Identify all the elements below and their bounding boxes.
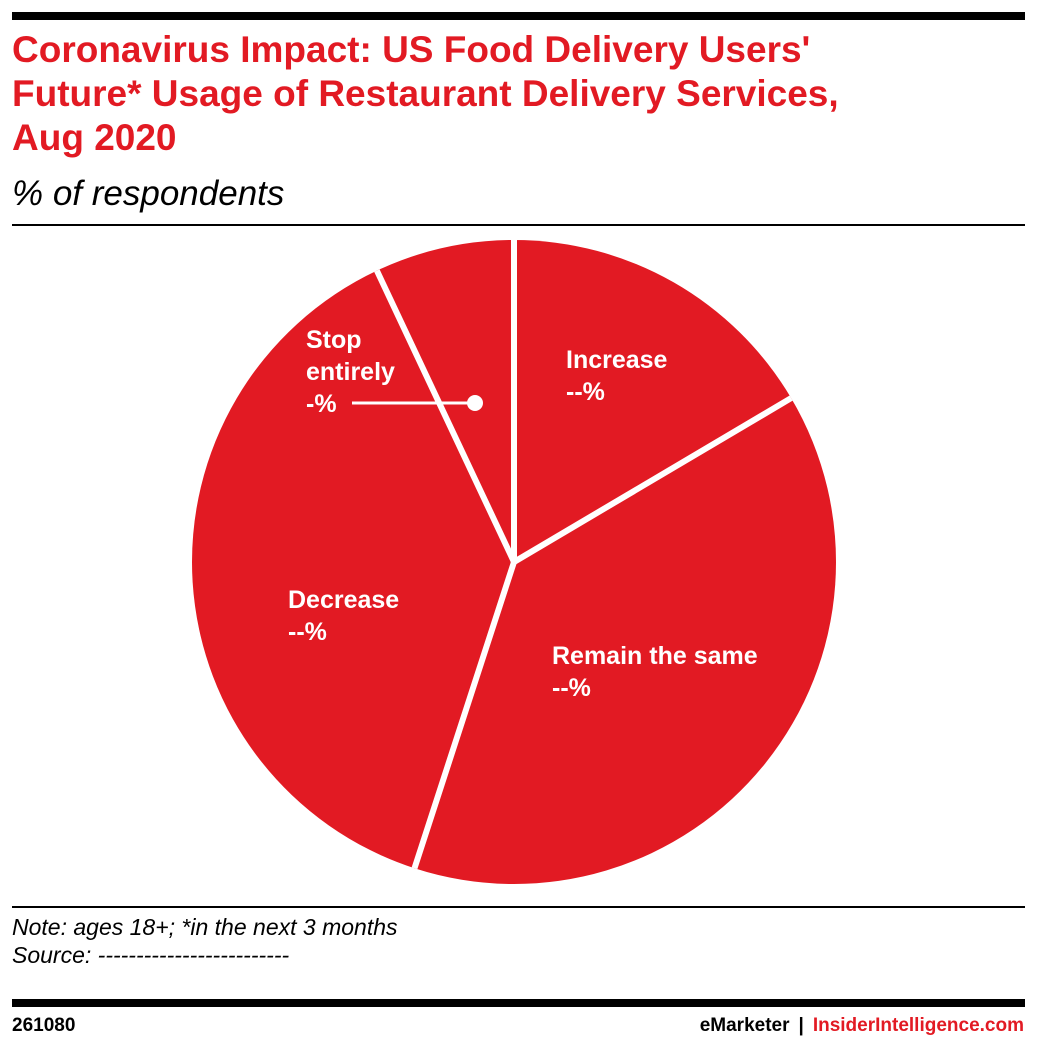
brand-name: eMarketer: [699, 1015, 790, 1036]
notes-divider: [12, 906, 1025, 908]
pie-slice-stop-entirely: [376, 240, 514, 562]
pie-chart: Increase --% Remain the same --% Decrease --%…: [192, 240, 836, 884]
chart-id: 261080: [12, 1015, 76, 1036]
slice-separator: [374, 269, 517, 564]
source-text: Source: -------------------------: [12, 942, 290, 968]
footer-brand: eMarketer | InsiderIntelligence.com: [700, 1015, 1024, 1037]
chart-title-line-1: Coronavirus Impact: US Food Delivery Use…: [12, 29, 811, 70]
slice-separator: [512, 395, 793, 565]
pie-slice-decrease: [192, 270, 514, 869]
brand-site: InsiderIntelligence.com: [812, 1015, 1024, 1036]
chart-title: Coronavirus Impact: US Food Delivery Use…: [12, 28, 1012, 160]
slice-label-increase: Increase --%: [566, 346, 668, 406]
slice-label-stop-entirely: Stop entirely -%: [306, 326, 395, 418]
slice-separator: [411, 561, 517, 870]
chart-subtitle: % of respondents: [12, 174, 285, 213]
footer-divider: [12, 999, 1025, 1007]
note-text: Note: ages 18+; *in the next 3 months: [12, 914, 398, 940]
chart-notes: Note: ages 18+; *in the next 3 months So…: [12, 913, 398, 969]
pie-slice-increase: [514, 240, 792, 562]
slice-label-remain-the-same: Remain the same --%: [552, 642, 758, 702]
pie-slice-remain-the-same: [414, 398, 836, 884]
top-rule: [12, 12, 1025, 20]
chart-title-line-2: Future* Usage of Restaurant Delivery Ser…: [12, 73, 839, 114]
stop-entirely-leader-dot: [467, 395, 483, 411]
slice-label-decrease: Decrease --%: [288, 586, 399, 646]
chart-title-line-3: Aug 2020: [12, 117, 177, 158]
title-divider: [12, 224, 1025, 226]
brand-separator: |: [798, 1015, 804, 1036]
